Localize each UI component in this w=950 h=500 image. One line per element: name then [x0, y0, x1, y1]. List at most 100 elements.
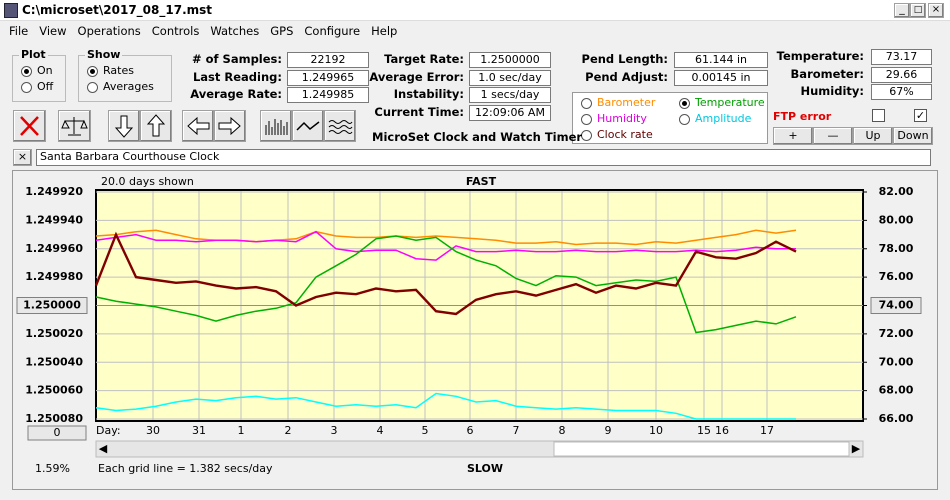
minimize-button[interactable]: _	[894, 3, 910, 18]
checkbox-checked[interactable]: ✓	[914, 109, 927, 122]
field-label: Humidity:	[800, 84, 864, 98]
radio-label: Off	[37, 80, 54, 93]
menu-item[interactable]: File	[9, 24, 29, 38]
radio-button	[581, 129, 592, 141]
button[interactable]: Down	[893, 127, 933, 145]
days-shown: 20.0 days shown	[101, 175, 194, 188]
field-label: Average Rate:	[190, 87, 282, 101]
series-line	[95, 230, 796, 261]
day-label: 6	[467, 424, 474, 437]
menu-item[interactable]: Watches	[210, 24, 260, 38]
day-label: 8	[559, 424, 566, 437]
window-title: C:\microset\2017_08_17.mst	[22, 3, 213, 17]
scroll-arrow-left: ◀	[99, 442, 108, 455]
radio-button	[21, 65, 32, 77]
field-label: Last Reading:	[192, 69, 282, 84]
radio-option[interactable]: Off	[21, 80, 65, 96]
menu-item[interactable]: Configure	[304, 24, 361, 38]
menu-item[interactable]: Controls	[151, 24, 200, 38]
maximize-button[interactable]: □	[910, 3, 926, 18]
day-prefix: Day:	[96, 424, 121, 437]
field-label: Barometer:	[790, 66, 864, 81]
icon	[296, 121, 320, 131]
y2-tick-label: 78.00	[879, 242, 914, 255]
checkbox[interactable]	[872, 109, 885, 122]
radio-button	[679, 97, 690, 109]
series-line	[94, 231, 797, 316]
day-label: 3	[331, 424, 338, 437]
radio-option[interactable]: On	[21, 64, 65, 80]
left-button[interactable]	[182, 110, 214, 142]
radio-button	[87, 81, 98, 93]
scroll-arrow-right: ▶	[852, 442, 861, 455]
y-tick-label: 1.250040	[25, 355, 83, 368]
button[interactable]: —	[813, 127, 853, 145]
icon	[146, 114, 166, 137]
field-label: Pend Length:	[581, 52, 668, 66]
down-button[interactable]	[108, 110, 140, 142]
fast-label: FAST	[466, 175, 497, 188]
menu-item[interactable]: GPS	[270, 24, 294, 38]
tick-button	[16, 297, 88, 314]
clear-button[interactable]: ×	[13, 149, 32, 166]
day-label: 16	[715, 424, 729, 437]
radio-option[interactable]: Averages	[87, 80, 171, 96]
clock-name[interactable]: Santa Barbara Courthouse Clock	[36, 149, 931, 166]
radio-label: Clock rate	[597, 128, 653, 141]
series-line	[95, 235, 797, 334]
radio-button	[21, 81, 32, 93]
button[interactable]: Up	[853, 127, 893, 145]
percent: 1.59%	[35, 462, 70, 475]
y-tick-label: 1.249920	[25, 185, 83, 198]
line-button[interactable]	[292, 110, 324, 142]
sensor-option[interactable]: Temperature	[679, 96, 765, 109]
y-tick-label: 1.250080	[25, 412, 83, 425]
y2-tick-label: 68.00	[879, 384, 914, 397]
day-label: 9	[605, 424, 612, 437]
menu-item[interactable]: Help	[371, 24, 398, 38]
menu-item[interactable]: Operations	[77, 24, 141, 38]
icon	[114, 115, 134, 138]
field-value: 12:09:06 AM	[469, 104, 551, 121]
day-label: 2	[285, 424, 292, 437]
field-label: Current Time:	[374, 104, 464, 119]
ftp-error: FTP error	[773, 110, 832, 123]
button[interactable]: +	[773, 127, 813, 145]
icon	[187, 116, 210, 136]
day-label: 30	[146, 424, 160, 437]
close-button[interactable]: ×	[928, 3, 944, 18]
day-label: 15	[697, 424, 711, 437]
menu-bar: File View Operations Controls Watches GPS Conf…	[0, 22, 950, 40]
balance-button[interactable]	[58, 110, 91, 142]
day-label: 17	[760, 424, 774, 437]
sensor-option[interactable]: Amplitude	[679, 112, 751, 125]
series-line	[95, 392, 796, 420]
y2-tick-label: 80.00	[879, 213, 914, 226]
radio-label: Amplitude	[695, 112, 752, 125]
sensor-option[interactable]: Clock rate	[581, 128, 653, 141]
radio-button	[581, 97, 592, 109]
y2-tick-label: 70.00	[879, 355, 914, 368]
sensor-option[interactable]: Humidity	[581, 112, 647, 125]
y2-tick-label: 76.00	[879, 270, 914, 283]
field-value: 61.144 in	[674, 52, 768, 68]
field-label: Instability:	[393, 87, 464, 101]
y2-tick-label: 82.00	[879, 185, 914, 198]
icon	[328, 120, 353, 134]
bars-button[interactable]	[260, 110, 292, 142]
stop-button[interactable]	[13, 110, 46, 142]
grid-note: Each grid line = 1.382 secs/day	[98, 462, 273, 475]
icon	[265, 119, 288, 135]
right-button[interactable]	[214, 110, 246, 142]
field-value: 0.00145 in	[674, 69, 768, 86]
radio-option[interactable]: Rates	[87, 64, 171, 80]
menu-item[interactable]: View	[39, 24, 67, 38]
field-label: # of Samples:	[192, 52, 282, 66]
wave-button[interactable]	[324, 110, 356, 142]
sensor-option[interactable]: Barometer	[581, 96, 655, 109]
sensor-select: Barometer Temperature Humidity Amplitude Clo…	[572, 92, 768, 144]
day-label: 31	[192, 424, 206, 437]
up-button[interactable]	[140, 110, 172, 142]
scroll-thumb	[553, 441, 850, 457]
